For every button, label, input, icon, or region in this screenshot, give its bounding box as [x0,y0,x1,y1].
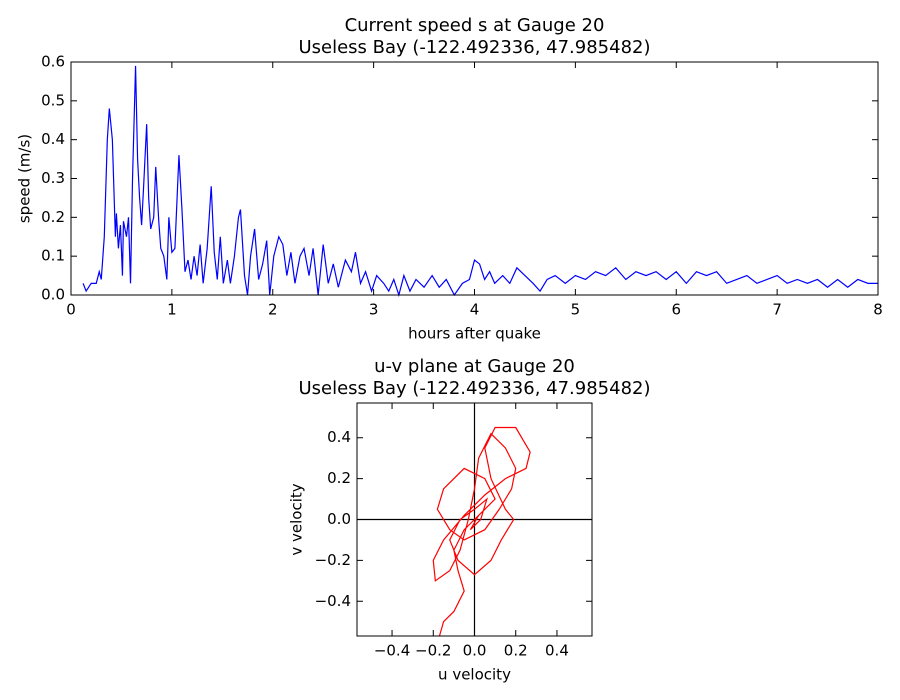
y-tick-label: 0.4 [327,428,351,446]
y-tick-label: −0.4 [315,592,351,610]
data-line [432,426,531,637]
chart-title: u-v plane at Gauge 20 [374,356,575,377]
x-tick-label: 5 [571,301,581,319]
x-tick-label: 0.0 [463,642,487,660]
x-tick-label: 6 [671,301,681,319]
y-tick-label: 0.1 [41,247,65,265]
x-tick-label: −0.4 [374,642,410,660]
y-tick-label: 0.0 [41,286,65,304]
y-tick-label: 0.6 [41,53,65,71]
x-tick-label: 7 [772,301,782,319]
x-tick-label: 8 [873,301,883,319]
x-tick-label: 4 [470,301,480,319]
y-tick-label: 0.0 [327,510,351,528]
y-tick-label: −0.2 [315,551,351,569]
x-tick-label: 0 [66,301,76,319]
x-axis-label: u velocity [438,666,511,684]
x-tick-label: 3 [369,301,379,319]
x-tick-label: −0.2 [415,642,451,660]
y-tick-label: 0.2 [327,469,351,487]
x-tick-label: 0.4 [545,642,569,660]
y-tick-label: 0.2 [41,208,65,226]
x-tick-label: 1 [167,301,177,319]
x-tick-label: 2 [268,301,278,319]
y-tick-label: 0.3 [41,169,65,187]
data-line [82,65,878,298]
y-axis-label: v velocity [288,483,306,555]
y-tick-label: 0.4 [41,130,65,148]
chart-title: Current speed s at Gauge 20 [345,15,605,36]
chart-subtitle: Useless Bay (-122.492336, 47.985482) [298,37,650,58]
x-tick-label: 0.2 [504,642,528,660]
x-axis-label: hours after quake [408,325,541,343]
y-tick-label: 0.5 [41,91,65,109]
chart-subtitle: Useless Bay (-122.492336, 47.985482) [298,378,650,399]
y-axis-label: speed (m/s) [16,134,34,223]
